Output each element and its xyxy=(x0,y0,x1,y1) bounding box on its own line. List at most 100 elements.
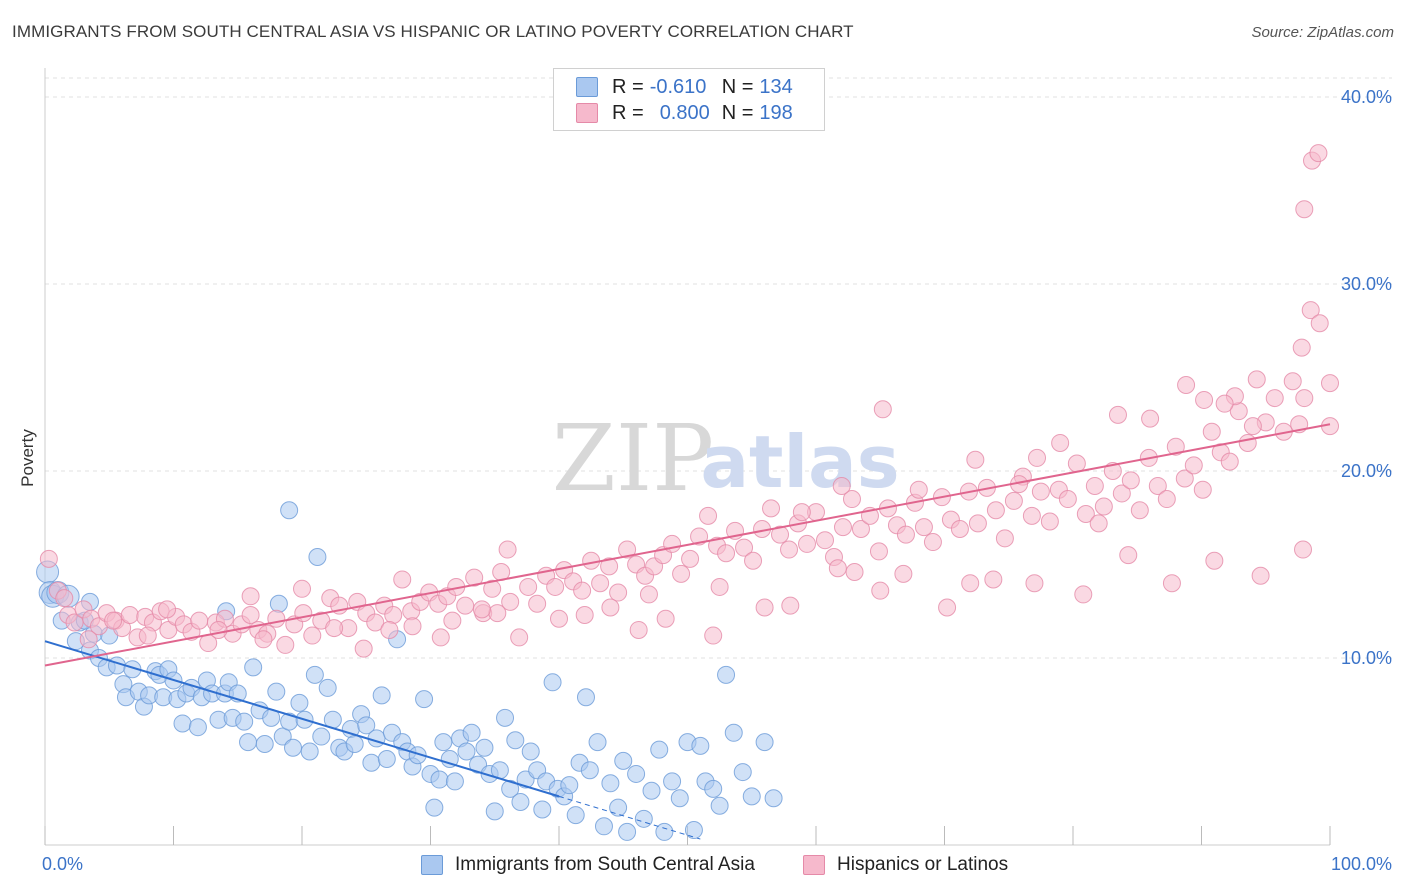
point-hispanics xyxy=(325,619,344,638)
point-immigrants xyxy=(691,736,710,755)
x-tick-label: 100.0% xyxy=(1331,854,1392,874)
point-immigrants xyxy=(511,792,530,811)
point-hispanics xyxy=(1130,501,1149,520)
point-hispanics xyxy=(851,519,870,538)
point-hispanics xyxy=(600,557,619,576)
point-hispanics xyxy=(1177,375,1196,394)
point-hispanics xyxy=(984,570,1003,589)
point-hispanics xyxy=(138,626,157,645)
point-hispanics xyxy=(456,596,475,615)
point-immigrants xyxy=(710,796,729,815)
x-tick-label: 0.0% xyxy=(42,854,83,874)
watermark-zip: ZIP xyxy=(552,405,714,512)
point-hispanics xyxy=(869,542,888,561)
point-hispanics xyxy=(845,562,864,581)
point-immigrants xyxy=(377,749,396,768)
bottom-legend-label: Immigrants from South Central Asia xyxy=(455,854,755,875)
point-hispanics xyxy=(1193,480,1212,499)
point-hispanics xyxy=(366,613,385,632)
point-hispanics xyxy=(303,626,322,645)
point-hispanics xyxy=(1040,512,1059,531)
point-hispanics xyxy=(1031,482,1050,501)
point-hispanics xyxy=(618,540,637,559)
point-hispanics xyxy=(104,611,123,630)
point-hispanics xyxy=(443,611,462,630)
legend-swatch-pink xyxy=(576,103,598,123)
legend-r-label: R = xyxy=(612,75,644,98)
point-immigrants xyxy=(704,779,723,798)
point-immigrants xyxy=(357,716,376,735)
point-immigrants xyxy=(650,740,669,759)
point-hispanics xyxy=(510,628,529,647)
point-hispanics xyxy=(699,506,718,525)
point-hispanics xyxy=(1251,566,1270,585)
point-hispanics xyxy=(1294,540,1313,559)
point-hispanics xyxy=(601,598,620,617)
point-hispanics xyxy=(241,605,260,624)
legend-n-label: N = xyxy=(721,101,754,124)
bottom-legend-swatch-blue xyxy=(421,855,443,875)
legend-r-label: R = xyxy=(612,101,644,124)
watermark-atlas: atlas xyxy=(700,420,899,504)
point-hispanics xyxy=(1085,476,1104,495)
gridlines xyxy=(45,77,1392,659)
point-hispanics xyxy=(923,533,942,552)
point-hispanics xyxy=(254,630,273,649)
point-hispanics xyxy=(717,544,736,563)
trend-line-hispanics xyxy=(44,423,1331,667)
point-hispanics xyxy=(950,519,969,538)
point-hispanics xyxy=(995,529,1014,548)
data-points xyxy=(36,144,1339,841)
point-immigrants xyxy=(267,682,286,701)
y-tick-label: 40.0% xyxy=(1341,87,1392,107)
point-hispanics xyxy=(896,525,915,544)
point-immigrants xyxy=(440,749,459,768)
point-immigrants xyxy=(280,501,299,520)
point-immigrants xyxy=(533,800,552,819)
point-hispanics xyxy=(828,559,847,578)
point-immigrants xyxy=(345,735,364,754)
point-immigrants xyxy=(290,693,309,712)
point-immigrants xyxy=(684,821,703,840)
point-hispanics xyxy=(1119,546,1138,565)
point-immigrants xyxy=(367,729,386,748)
point-immigrants xyxy=(235,712,254,731)
point-hispanics xyxy=(815,531,834,550)
chart-title: IMMIGRANTS FROM SOUTH CENTRAL ASIA VS HI… xyxy=(12,22,854,41)
trend-lines xyxy=(44,423,1331,840)
bottom-legend-immigrants: Immigrants from South Central Asia xyxy=(421,852,755,878)
point-hispanics xyxy=(914,518,933,537)
point-immigrants xyxy=(269,594,288,613)
point-immigrants xyxy=(742,787,761,806)
point-hispanics xyxy=(672,564,691,583)
point-immigrants xyxy=(425,798,444,817)
point-hispanics xyxy=(690,527,709,546)
point-hispanics xyxy=(1112,484,1131,503)
bottom-legend-swatch-pink xyxy=(803,855,825,875)
point-immigrants xyxy=(543,673,562,692)
point-immigrants xyxy=(445,772,464,791)
point-hispanics xyxy=(431,628,450,647)
point-hispanics xyxy=(1076,505,1095,524)
point-hispanics xyxy=(293,579,311,598)
legend-n-value: 134 xyxy=(759,75,793,98)
point-hispanics xyxy=(755,598,774,617)
point-hispanics xyxy=(380,620,399,639)
point-hispanics xyxy=(656,609,675,628)
point-immigrants xyxy=(305,665,324,684)
point-hispanics xyxy=(1292,338,1311,357)
point-immigrants xyxy=(318,678,337,697)
point-hispanics xyxy=(393,570,412,589)
legend-swatch-blue xyxy=(576,77,598,97)
point-immigrants xyxy=(457,742,476,761)
point-hispanics xyxy=(488,604,507,623)
point-immigrants xyxy=(312,727,331,746)
point-hispanics xyxy=(681,549,700,568)
point-immigrants xyxy=(434,733,453,752)
point-hispanics xyxy=(1148,476,1167,495)
point-hispanics xyxy=(762,499,781,518)
point-hispanics xyxy=(961,574,980,593)
point-hispanics xyxy=(1265,389,1284,408)
point-hispanics xyxy=(1121,471,1140,490)
